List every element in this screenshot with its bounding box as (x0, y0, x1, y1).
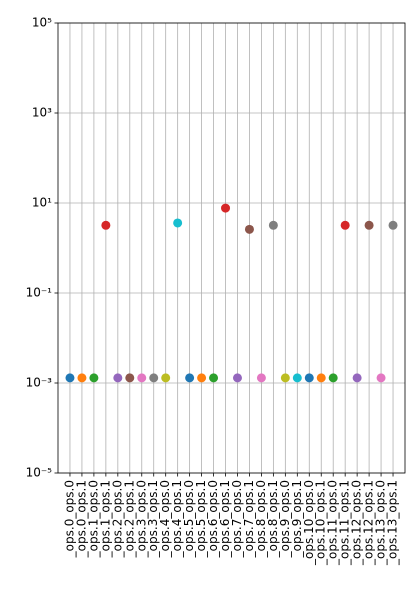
x-tick-label: _ops.13_ops.1 (386, 480, 400, 566)
x-tick-label: _ops.13_ops.0 (374, 480, 388, 566)
x-tick-label: _ops.7_ops.1 (242, 480, 256, 558)
x-tick-label: _ops.10_ops.1 (314, 480, 328, 566)
point (232, 373, 242, 383)
x-tick-label: _ops.4_ops.0 (158, 480, 172, 558)
point (256, 373, 266, 383)
x-tick-label: _ops.12_ops.1 (362, 480, 376, 566)
x-tick-label: _ops.11_ops.1 (338, 480, 352, 566)
point (197, 373, 207, 383)
point (101, 220, 111, 230)
point (364, 220, 374, 230)
x-tick-label: _ops.12_ops.0 (350, 480, 364, 566)
x-tick-label: _ops.11_ops.0 (326, 480, 340, 566)
y-tick-label: 10⁻³ (26, 376, 53, 390)
point (376, 373, 386, 383)
x-tick-label: _ops.5_ops.1 (194, 480, 208, 558)
x-tick-label: _ops.8_ops.1 (266, 480, 280, 558)
point (89, 373, 99, 383)
y-tick-label: 10⁻⁵ (26, 466, 53, 480)
point (244, 224, 254, 234)
point (209, 373, 219, 383)
x-tick-label: _ops.4_ops.1 (170, 480, 184, 558)
y-tick-label: 10³ (32, 106, 52, 120)
x-tick-label: _ops.2_ops.0 (110, 480, 124, 558)
y-tick-label: 10⁵ (32, 16, 52, 30)
point (221, 203, 231, 213)
x-tick-label: _ops.9_ops.1 (290, 480, 304, 558)
point (185, 373, 195, 383)
point (328, 373, 338, 383)
point (316, 373, 326, 383)
x-tick-label: _ops.1_ops.1 (98, 480, 112, 558)
point (280, 373, 290, 383)
x-tick-label: _ops.8_ops.0 (254, 480, 268, 558)
point (125, 373, 135, 383)
x-tick-label: _ops.10_ops.0 (302, 480, 316, 566)
point (113, 373, 123, 383)
x-tick-label: _ops.9_ops.0 (278, 480, 292, 558)
y-tick-label: 10¹ (32, 196, 52, 210)
x-tick-label: _ops.2_ops.1 (122, 480, 136, 558)
x-tick-label: _ops.6_ops.0 (206, 480, 220, 558)
plot-frame (57, 22, 406, 474)
x-tick-label: _ops.7_ops.0 (230, 480, 244, 558)
x-tick-label: _ops.1_ops.0 (86, 480, 100, 558)
x-tick-label: _ops.3_ops.0 (134, 480, 148, 558)
x-tick-label: _ops.0_ops.0 (62, 480, 76, 558)
point (352, 373, 362, 383)
point (65, 373, 75, 383)
point (173, 218, 183, 228)
x-tick-label: _ops.5_ops.0 (182, 480, 196, 558)
point (137, 373, 147, 383)
point (268, 220, 278, 230)
point (149, 373, 159, 383)
point (340, 220, 350, 230)
y-tick-label: 10⁻¹ (26, 286, 53, 300)
x-tick-label: _ops.3_ops.1 (146, 480, 160, 558)
point (388, 220, 398, 230)
x-tick-label: _ops.6_ops.1 (218, 480, 232, 558)
point (292, 373, 302, 383)
point (161, 373, 171, 383)
x-tick-label: _ops.0_ops.1 (74, 480, 88, 558)
point (77, 373, 87, 383)
point (304, 373, 314, 383)
